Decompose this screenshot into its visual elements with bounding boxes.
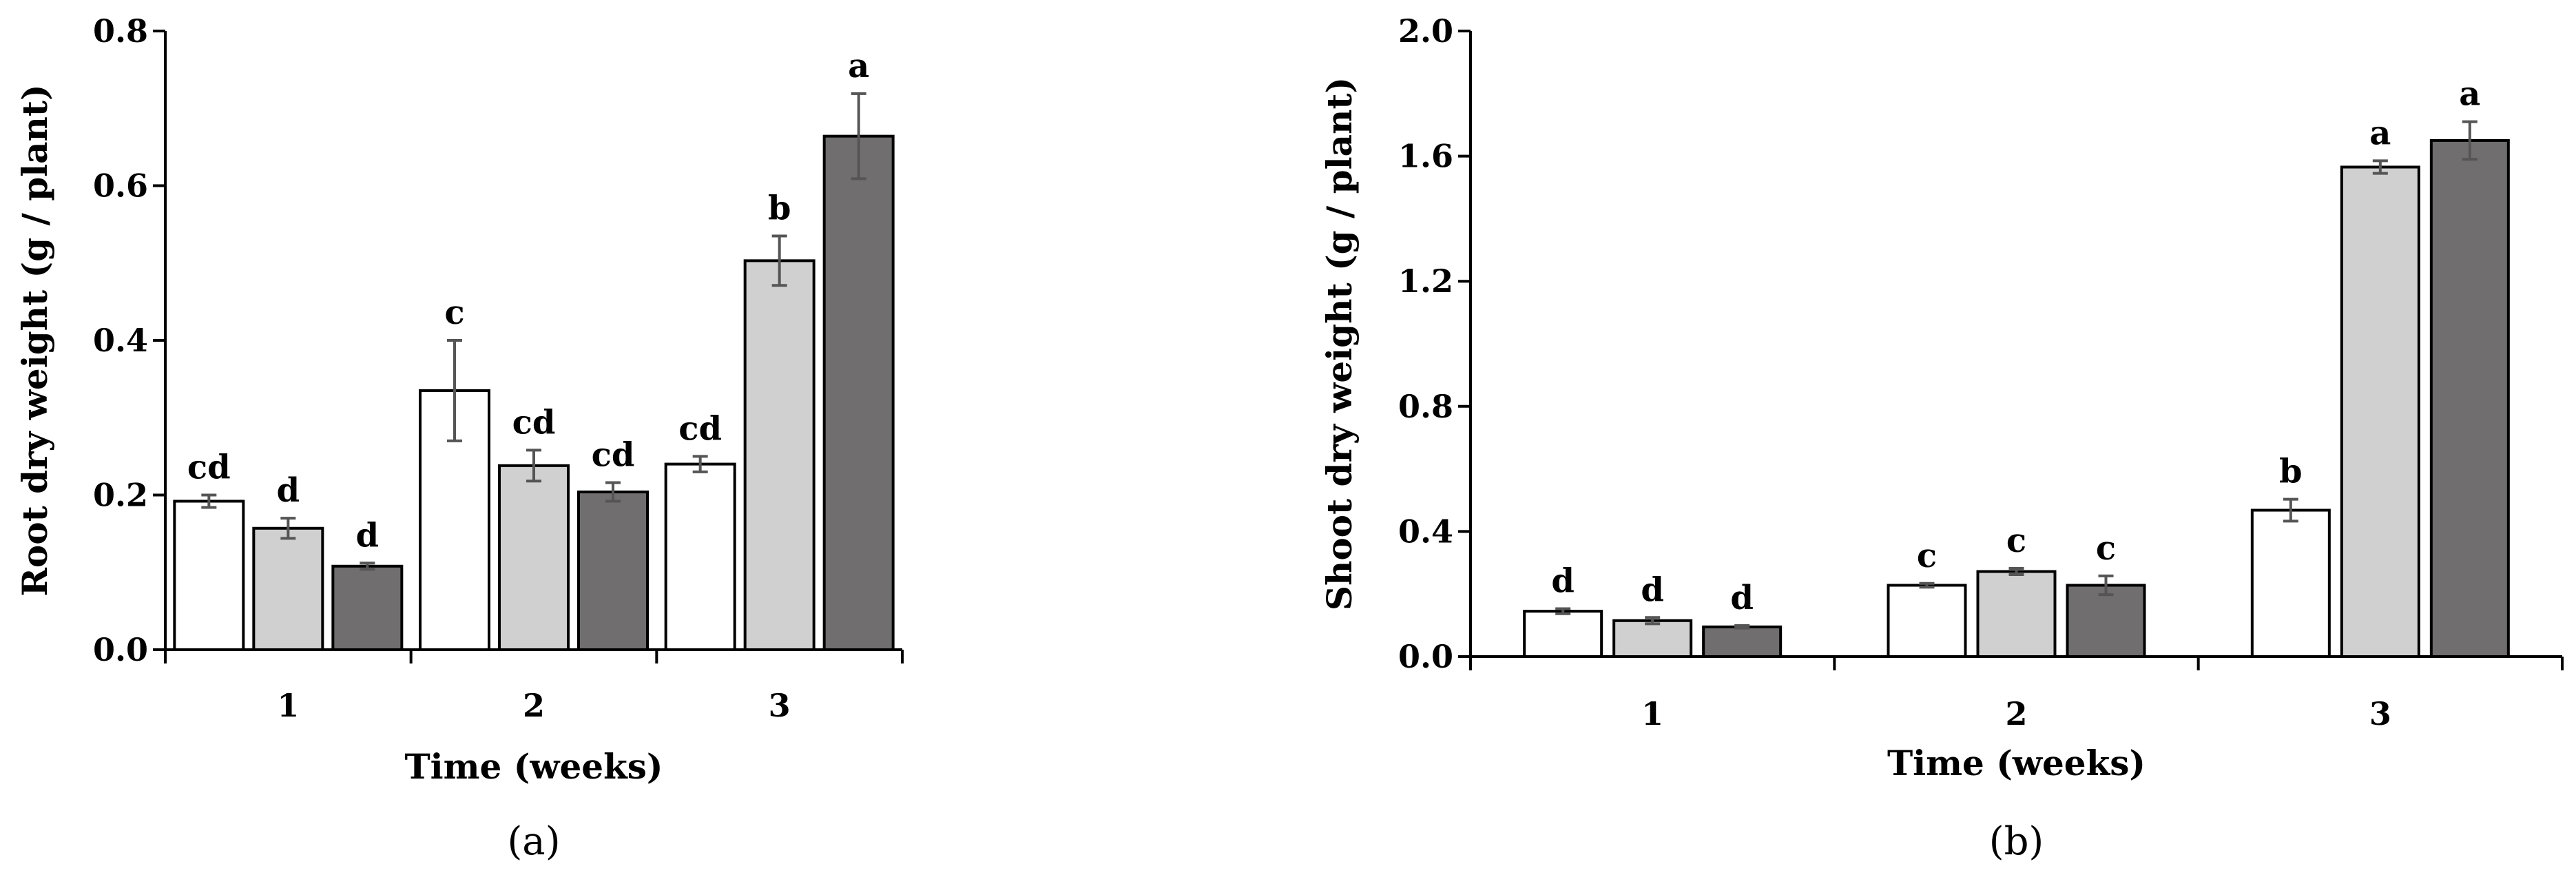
significance-letter: cd — [592, 436, 635, 475]
significance-letter: cd — [187, 449, 231, 487]
bar — [252, 526, 324, 652]
significance-letter: d — [1730, 579, 1754, 617]
bar — [173, 500, 245, 651]
bar — [2429, 138, 2510, 658]
y-axis-title: Root dry weight (g / plant) — [14, 84, 55, 596]
x-tick-label: 1 — [277, 687, 299, 724]
significance-letter: d — [1551, 562, 1575, 601]
significance-letter: d — [277, 471, 300, 510]
panel-label: (b) — [1989, 819, 2044, 864]
x-tick-label: 2 — [2005, 695, 2027, 732]
bar — [2066, 584, 2146, 658]
significance-letter: b — [2279, 453, 2303, 491]
bar — [822, 134, 895, 652]
panel-label: (a) — [507, 819, 560, 864]
y-tick-label: 0.6 — [93, 167, 148, 205]
significance-letter: c — [2006, 522, 2026, 560]
significance-letter: b — [768, 189, 791, 227]
bar — [743, 259, 816, 651]
bar — [1887, 584, 1967, 658]
significance-letter: c — [1917, 537, 1937, 575]
significance-letter: cd — [678, 409, 722, 448]
y-tick-label: 0.0 — [1398, 638, 1453, 675]
bar — [331, 564, 404, 652]
significance-letter: a — [848, 47, 869, 85]
significance-letter: c — [444, 294, 464, 332]
bar — [664, 462, 736, 651]
y-tick-label: 0.8 — [93, 12, 148, 50]
bar — [1612, 619, 1693, 658]
x-tick-label: 3 — [2369, 695, 2391, 732]
y-axis-title: Shoot dry weight (g / plant) — [1319, 77, 1360, 610]
x-tick-label: 3 — [769, 687, 791, 724]
significance-letter: a — [2459, 75, 2480, 114]
x-tick-label: 1 — [1641, 695, 1663, 732]
y-tick-label: 1.2 — [1398, 262, 1453, 300]
bar — [1702, 625, 1783, 658]
panel-b: 0.0 0.4 0.8 1.2 1.6 2.0 d d d 1 c c c 2 b a a 3 Time (week… — [1319, 12, 2564, 864]
significance-letter: d — [356, 516, 380, 555]
bar — [1976, 570, 2057, 659]
significance-letter: a — [2369, 114, 2391, 152]
y-tick-label: 2.0 — [1398, 12, 1453, 50]
y-tick-label: 1.6 — [1398, 138, 1453, 175]
bar — [2250, 508, 2331, 659]
x-axis-title: Time (weeks) — [404, 746, 663, 787]
y-tick-label: 0.0 — [93, 631, 148, 668]
bar — [577, 491, 649, 652]
y-tick-label: 0.2 — [93, 477, 148, 514]
significance-letter: cd — [512, 403, 556, 442]
significance-letter: c — [2096, 529, 2116, 568]
y-tick-label: 0.8 — [1398, 388, 1453, 425]
bar — [498, 464, 570, 651]
x-axis-title: Time (weeks) — [1887, 743, 2146, 783]
y-tick-label: 0.4 — [1398, 513, 1453, 550]
bar — [1523, 610, 1603, 658]
x-tick-label: 2 — [523, 687, 545, 724]
bar — [2340, 165, 2420, 659]
y-tick-label: 0.4 — [93, 322, 148, 359]
significance-letter: d — [1641, 570, 1664, 609]
